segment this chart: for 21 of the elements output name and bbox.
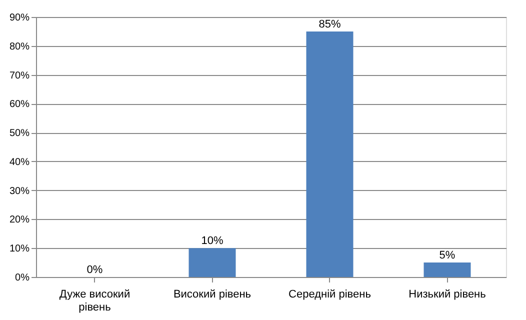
data-label: 10% <box>201 235 224 248</box>
y-tick-label: 0% <box>15 272 30 284</box>
y-tick-label: 70% <box>9 70 30 82</box>
y-tick-label: 10% <box>9 244 30 255</box>
data-label: 85% <box>318 18 341 30</box>
x-tick-label: Низький рівень <box>408 288 486 300</box>
bar <box>424 262 471 277</box>
y-tick-label: 20% <box>9 214 30 226</box>
data-label: 0% <box>86 264 103 276</box>
y-tick-label: 90% <box>9 12 30 24</box>
bar <box>306 31 354 277</box>
x-tick-label: Середній рівень <box>288 288 372 300</box>
y-tick-label: 30% <box>9 186 30 197</box>
y-tick-label: 50% <box>9 128 30 140</box>
x-tick-label: Високий рівень <box>173 288 252 300</box>
x-tick-label: Дуже високий рівень <box>59 288 130 314</box>
bar <box>188 248 236 277</box>
y-tick-label: 40% <box>9 156 30 168</box>
y-tick-label: 80% <box>9 41 30 52</box>
y-tick-label: 60% <box>9 99 30 110</box>
data-label: 5% <box>439 250 456 262</box>
